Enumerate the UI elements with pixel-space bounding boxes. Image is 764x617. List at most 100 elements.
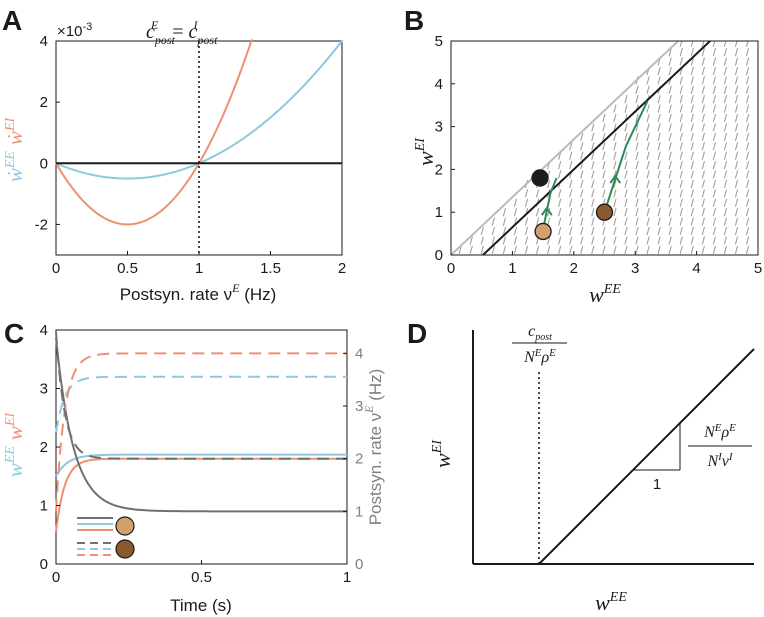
b-field-arrow xyxy=(745,160,750,170)
panel-d-slope-run-label: 1 xyxy=(653,476,661,493)
b-field-arrow xyxy=(668,189,672,198)
b-field-arrow xyxy=(646,226,650,236)
b-xtick-label: 4 xyxy=(692,260,700,277)
b-field-arrow xyxy=(602,226,606,236)
b-field-arrow xyxy=(690,132,694,142)
b-field-arrow xyxy=(690,41,694,47)
b-field-arrow xyxy=(690,76,694,85)
panel-label-a: A xyxy=(2,5,22,36)
c-xtick-label: 0.5 xyxy=(191,569,212,586)
b-field-arrow xyxy=(745,113,750,123)
b-field-arrow xyxy=(701,179,705,189)
c-series-rate-tan xyxy=(55,337,347,513)
b-field-arrow xyxy=(701,85,705,94)
b-field-arrow xyxy=(580,198,584,207)
b-field-arrow xyxy=(624,236,628,245)
b-field-arrow xyxy=(734,189,739,198)
b-field-arrow xyxy=(701,113,705,123)
b-field-arrow xyxy=(734,142,739,151)
b-field-arrow xyxy=(679,132,683,142)
b-field-arrow xyxy=(591,132,595,142)
b-field-arrow xyxy=(580,132,584,142)
panel-d-fixed-point-line xyxy=(538,348,755,565)
b-field-arrow xyxy=(657,189,661,198)
panel-a-annotation: cpostE = cpostI xyxy=(146,18,218,47)
b-field-arrow xyxy=(690,198,694,207)
b-field-arrow xyxy=(591,123,595,132)
b-field-arrow xyxy=(734,208,739,217)
b-field-arrow xyxy=(635,85,639,94)
b-field-arrow xyxy=(679,151,683,160)
b-field-arrow xyxy=(745,198,750,207)
a-xtick-label: 2 xyxy=(338,260,346,277)
b-field-arrow xyxy=(723,217,728,226)
b-field-arrow xyxy=(734,198,739,207)
b-field-arrow xyxy=(635,151,639,160)
b-ytick-label: 4 xyxy=(435,76,443,93)
b-field-arrow xyxy=(624,104,628,113)
b-field-arrow xyxy=(591,226,595,236)
b-field-arrow xyxy=(723,189,728,198)
panel-d-slope-numerator: NEρE xyxy=(703,422,736,441)
b-field-arrow xyxy=(701,151,705,160)
b-field-arrow xyxy=(580,226,584,236)
b-field-arrow xyxy=(734,170,739,179)
b-field-arrow xyxy=(712,57,717,66)
b-field-arrow xyxy=(745,95,750,104)
b-field-arrow xyxy=(635,236,639,245)
b-field-arrow xyxy=(558,160,562,170)
b-field-arrow xyxy=(580,217,584,226)
b-field-arrow xyxy=(624,217,628,226)
b-field-arrow xyxy=(524,236,529,245)
b-field-arrow xyxy=(668,104,672,113)
b-field-arrow xyxy=(712,179,717,189)
b-field-arrow xyxy=(635,245,639,255)
b-field-arrow xyxy=(646,113,650,123)
b-field-arrow xyxy=(734,226,739,236)
b-field-arrow xyxy=(535,189,540,198)
a-xtick-label: 0.5 xyxy=(117,260,138,277)
b-field-arrow xyxy=(624,189,628,198)
b-field-arrow xyxy=(712,113,717,123)
b-field-arrow xyxy=(602,123,606,132)
b-field-arrow xyxy=(591,245,595,255)
b-field-arrow xyxy=(569,142,573,151)
c-ytick-label: 1 xyxy=(40,498,48,515)
b-field-arrow xyxy=(723,245,728,255)
b-field-arrow xyxy=(745,208,750,217)
b-field-arrow xyxy=(535,245,540,255)
b-traj-1-arrowhead xyxy=(540,206,553,216)
b-field-arrow xyxy=(723,85,728,94)
b-field-arrow xyxy=(646,142,650,151)
b-field-arrow xyxy=(668,66,672,76)
b-field-arrow xyxy=(745,85,750,94)
b-field-arrow xyxy=(602,132,606,142)
b-field-arrow xyxy=(502,217,507,226)
b-field-arrow xyxy=(723,170,728,179)
b-field-arrow xyxy=(668,123,672,132)
b-field-arrow xyxy=(580,236,584,245)
b-field-arrow xyxy=(635,208,639,217)
b-field-arrow xyxy=(624,160,628,170)
b-field-arrow xyxy=(657,179,661,189)
b-field-arrow xyxy=(646,217,650,226)
b-field-arrow xyxy=(602,245,606,255)
b-field-arrow xyxy=(690,85,694,94)
b-field-arrow xyxy=(558,226,562,236)
b-field-arrow xyxy=(491,217,495,226)
a-xtick-label: 0 xyxy=(52,260,60,277)
b-field-arrow xyxy=(701,66,705,76)
b-field-arrow xyxy=(745,123,750,132)
b-field-arrow xyxy=(690,160,694,170)
b-field-arrow xyxy=(613,226,617,236)
b-field-arrow xyxy=(679,179,683,189)
c-ytick-right-label: 0 xyxy=(355,556,363,573)
b-field-arrow xyxy=(635,198,639,207)
panel-d-vline-denominator: NEρE xyxy=(523,347,556,366)
b-field-arrow xyxy=(546,245,551,255)
b-field-arrow xyxy=(602,189,606,198)
b-field-arrow xyxy=(679,95,683,104)
a-ytick-label: 0 xyxy=(40,155,48,172)
b-field-arrow xyxy=(657,198,661,207)
b-field-arrow xyxy=(591,236,595,245)
